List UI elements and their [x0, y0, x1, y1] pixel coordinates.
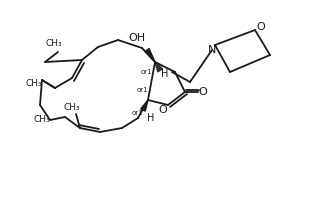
Text: or1: or1 — [136, 87, 148, 93]
Polygon shape — [145, 49, 155, 62]
Text: O: O — [159, 105, 167, 115]
Text: N: N — [208, 45, 216, 55]
Polygon shape — [141, 100, 148, 111]
Text: O: O — [199, 87, 207, 97]
Text: or1: or1 — [140, 69, 152, 75]
Text: OH: OH — [128, 33, 146, 43]
Text: H: H — [161, 69, 169, 79]
Text: O: O — [257, 22, 265, 32]
Text: CH₃: CH₃ — [26, 78, 42, 88]
Text: H: H — [147, 113, 155, 123]
Text: CH₃: CH₃ — [46, 40, 62, 48]
Text: CH₃: CH₃ — [34, 116, 50, 124]
Text: or1: or1 — [131, 110, 143, 116]
Text: CH₃: CH₃ — [64, 104, 80, 112]
